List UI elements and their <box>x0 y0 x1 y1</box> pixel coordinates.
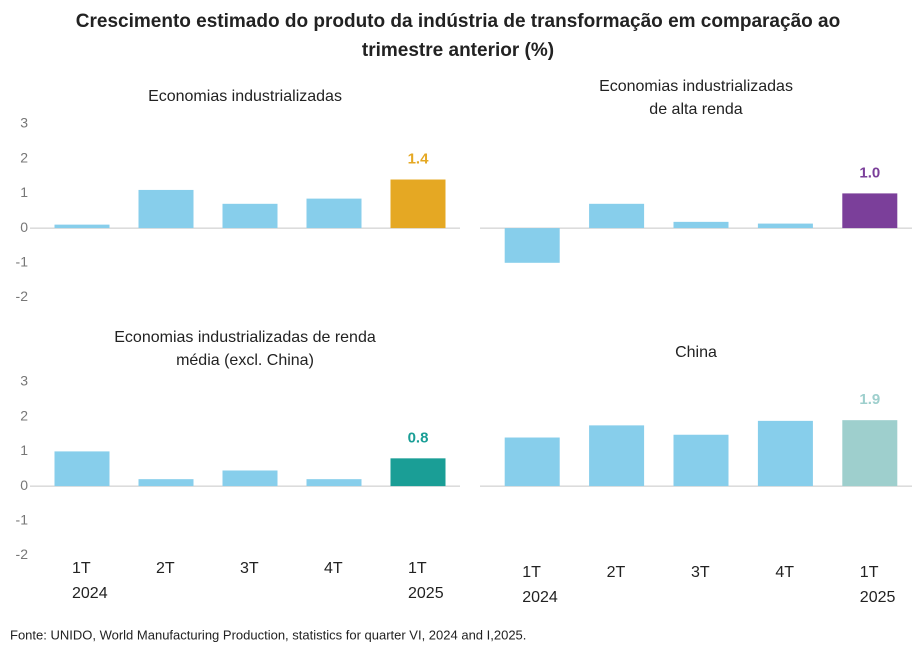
bar <box>222 470 278 487</box>
bar <box>757 223 813 229</box>
y-tick-label: 1 <box>20 442 28 458</box>
x-tick-label: 2024 <box>522 589 558 606</box>
bar <box>589 425 645 487</box>
y-tick-label: -1 <box>16 254 29 270</box>
panel-title: Economias industrializadas <box>599 78 793 95</box>
panel-title: Economias industrializadas de renda <box>114 329 376 346</box>
panel-title: Economias industrializadas <box>148 88 342 105</box>
y-tick-label: -2 <box>16 546 29 562</box>
bar <box>390 458 446 487</box>
x-tick-label: 2T <box>156 560 175 577</box>
bar <box>673 434 729 487</box>
y-tick-label: 3 <box>20 115 28 131</box>
bar <box>306 479 362 487</box>
y-tick-label: -1 <box>16 512 29 528</box>
bar <box>842 193 898 229</box>
panel-title: de alta renda <box>649 101 743 118</box>
y-tick-label: 1 <box>20 184 28 200</box>
bar <box>390 179 446 229</box>
bar <box>222 203 278 229</box>
bar <box>54 224 110 229</box>
bar <box>757 420 813 487</box>
x-tick-label: 4T <box>324 560 343 577</box>
x-tick-label: 1T <box>408 560 427 577</box>
x-tick-label: 1T <box>522 564 541 581</box>
bar <box>504 437 560 487</box>
bar <box>673 221 729 229</box>
x-tick-label: 1T <box>72 560 91 577</box>
chart-title: trimestre anterior (%) <box>362 40 554 61</box>
value-label: 1.4 <box>408 150 430 167</box>
x-tick-label: 2025 <box>408 585 444 602</box>
panel-title: China <box>675 344 717 361</box>
chart-title: Crescimento estimado do produto da indús… <box>76 11 840 32</box>
y-tick-label: 0 <box>20 477 28 493</box>
bar <box>589 203 645 229</box>
bar <box>54 451 110 487</box>
y-tick-label: 0 <box>20 219 28 235</box>
x-tick-label: 2T <box>607 564 626 581</box>
value-label: 1.0 <box>859 164 880 181</box>
panel-title: média (excl. China) <box>176 352 314 369</box>
bar <box>504 228 560 263</box>
source: Fonte: UNIDO, World Manufacturing Produc… <box>10 627 526 642</box>
bar <box>842 420 898 487</box>
y-tick-label: 2 <box>20 407 28 423</box>
bar <box>306 198 362 229</box>
x-tick-label: 2024 <box>72 585 108 602</box>
value-label: 0.8 <box>408 429 429 446</box>
bar <box>138 479 194 487</box>
value-label: 1.9 <box>859 391 880 408</box>
x-tick-label: 3T <box>240 560 259 577</box>
y-tick-label: 2 <box>20 149 28 165</box>
y-tick-label: -2 <box>16 288 29 304</box>
y-tick-label: 3 <box>20 373 28 389</box>
x-tick-label: 2025 <box>860 589 896 606</box>
bar <box>138 189 194 229</box>
x-tick-label: 4T <box>775 564 794 581</box>
x-tick-label: 3T <box>691 564 710 581</box>
x-tick-label: 1T <box>860 564 879 581</box>
